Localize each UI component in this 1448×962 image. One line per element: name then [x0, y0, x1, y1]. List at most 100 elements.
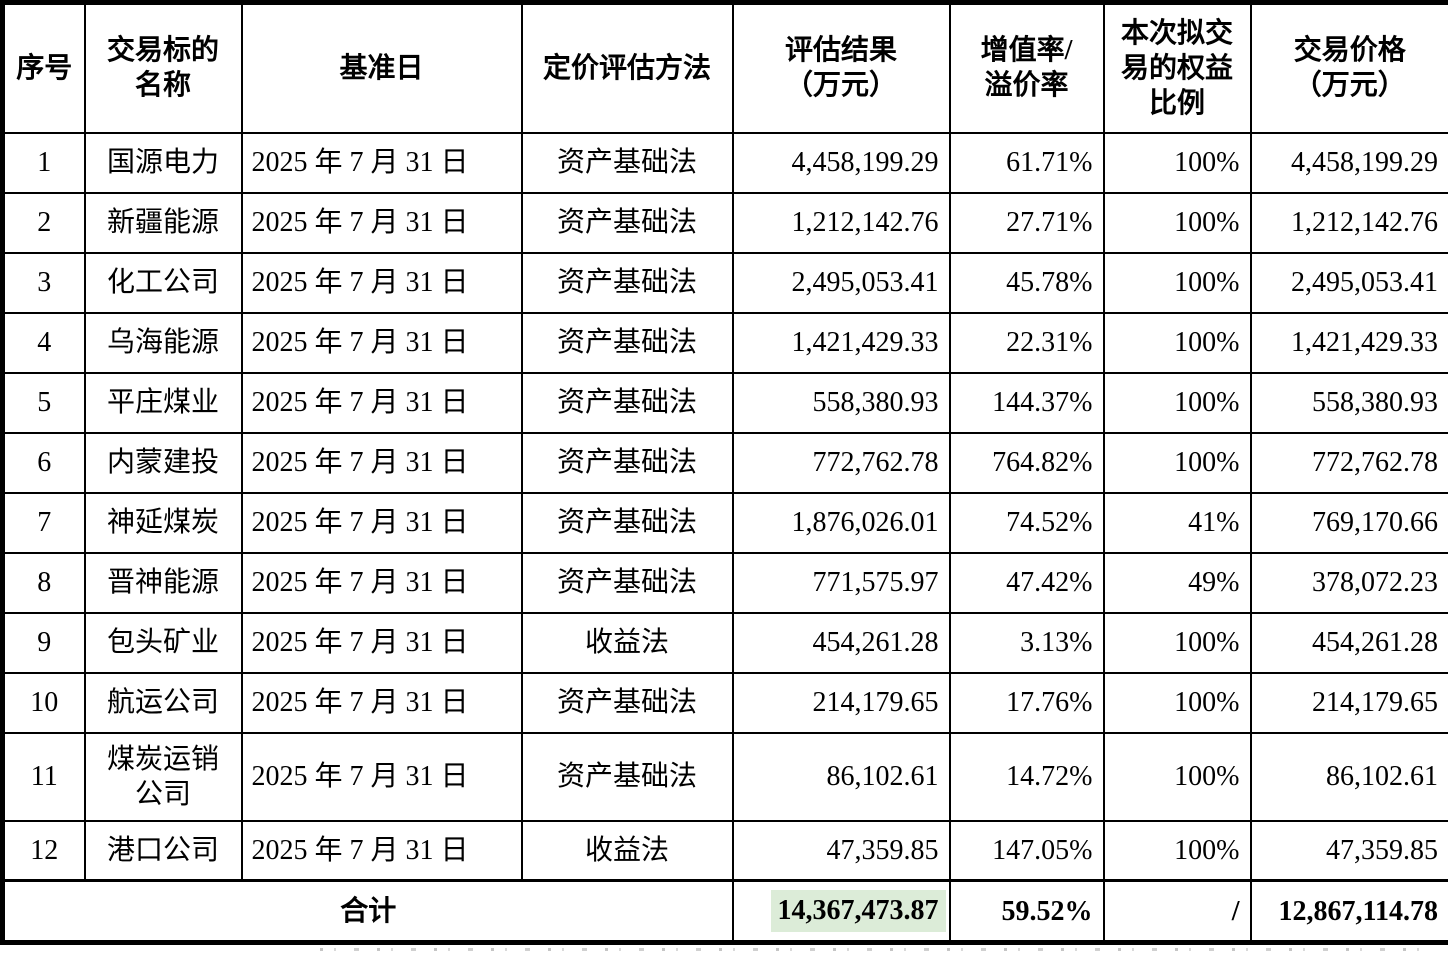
cell-equity: 100%: [1102, 731, 1252, 822]
cell-base-date: 2025 年 7 月 31 日: [240, 131, 523, 194]
cell-premium: 17.76%: [948, 671, 1105, 734]
cell-method: 资产基础法: [520, 371, 734, 434]
header-base-date: 基准日: [240, 1, 523, 134]
total-premium-cell: 59.52%: [948, 879, 1105, 944]
cell-premium: 74.52%: [948, 491, 1105, 554]
header-price: 交易价格 （万元）: [1249, 1, 1448, 134]
table-row: 3 化工公司 2025 年 7 月 31 日资产基础法 2,495,053.41 45.…: [1, 251, 1448, 314]
cell-premium: 3.13%: [948, 611, 1105, 674]
cell-base-date: 2025 年 7 月 31 日: [240, 731, 523, 822]
cell-method: 资产基础法: [520, 431, 734, 494]
table-row: 11 煤炭运销 公司 2025 年 7 月 31 日资产基础法 86,102.61 14…: [1, 731, 1448, 822]
cell-index: 4: [1, 311, 86, 374]
cell-equity: 100%: [1102, 819, 1252, 882]
cell-name: 煤炭运销 公司: [83, 731, 243, 822]
cell-price: 378,072.23: [1249, 551, 1448, 614]
cell-appraisal: 2,495,053.41: [731, 251, 951, 314]
cell-index: 2: [1, 191, 86, 254]
cell-price: 769,170.66: [1249, 491, 1448, 554]
table-row: 4 乌海能源 2025 年 7 月 31 日资产基础法 1,421,429.33 22.…: [1, 311, 1448, 374]
table-row: 1 国源电力 2025 年 7 月 31 日资产基础法 4,458,199.29 61.…: [1, 131, 1448, 194]
table-row: 5 平庄煤业 2025 年 7 月 31 日资产基础法 558,380.93 144.3…: [1, 371, 1448, 434]
cell-premium: 61.71%: [948, 131, 1105, 194]
cell-price: 1,421,429.33: [1249, 311, 1448, 374]
cell-base-date: 2025 年 7 月 31 日: [240, 491, 523, 554]
table-row: 8 晋神能源 2025 年 7 月 31 日资产基础法 771,575.97 47.42…: [1, 551, 1448, 614]
cell-price: 2,495,053.41: [1249, 251, 1448, 314]
cell-base-date: 2025 年 7 月 31 日: [240, 819, 523, 882]
cell-index: 8: [1, 551, 86, 614]
cell-price: 214,179.65: [1249, 671, 1448, 734]
cell-price: 558,380.93: [1249, 371, 1448, 434]
cell-base-date: 2025 年 7 月 31 日: [240, 191, 523, 254]
cell-equity: 41%: [1102, 491, 1252, 554]
cell-method: 资产基础法: [520, 251, 734, 314]
cell-index: 10: [1, 671, 86, 734]
cell-appraisal: 454,261.28: [731, 611, 951, 674]
cell-base-date: 2025 年 7 月 31 日: [240, 551, 523, 614]
cell-equity: 100%: [1102, 671, 1252, 734]
cell-name: 国源电力: [83, 131, 243, 194]
cell-base-date: 2025 年 7 月 31 日: [240, 611, 523, 674]
cell-name: 神延煤炭: [83, 491, 243, 554]
cell-name: 内蒙建投: [83, 431, 243, 494]
cell-method: 资产基础法: [520, 551, 734, 614]
cell-method: 收益法: [520, 819, 734, 882]
clipped-next-text-line: [320, 947, 1430, 959]
cell-price: 1,212,142.76: [1249, 191, 1448, 254]
cell-base-date: 2025 年 7 月 31 日: [240, 431, 523, 494]
cell-name: 乌海能源: [83, 311, 243, 374]
cell-name: 晋神能源: [83, 551, 243, 614]
cell-premium: 147.05%: [948, 819, 1105, 882]
header-row: 序号 交易标的 名称 基准日 定价评估方法 评估结果 （万元） 增值率/ 溢价率…: [1, 1, 1448, 134]
cell-index: 12: [1, 819, 86, 882]
table-body: 1 国源电力 2025 年 7 月 31 日资产基础法 4,458,199.29 61.…: [1, 131, 1448, 882]
cell-appraisal: 1,876,026.01: [731, 491, 951, 554]
cell-appraisal: 1,421,429.33: [731, 311, 951, 374]
cell-method: 资产基础法: [520, 491, 734, 554]
cell-premium: 22.31%: [948, 311, 1105, 374]
cell-equity: 100%: [1102, 431, 1252, 494]
cell-name: 港口公司: [83, 819, 243, 882]
header-index: 序号: [1, 1, 86, 134]
cell-price: 4,458,199.29: [1249, 131, 1448, 194]
cell-index: 11: [1, 731, 86, 822]
cell-appraisal: 1,212,142.76: [731, 191, 951, 254]
table-header: 序号 交易标的 名称 基准日 定价评估方法 评估结果 （万元） 增值率/ 溢价率…: [1, 1, 1448, 134]
cell-price: 47,359.85: [1249, 819, 1448, 882]
cell-name: 化工公司: [83, 251, 243, 314]
table-row: 10 航运公司 2025 年 7 月 31 日资产基础法 214,179.65 17.7…: [1, 671, 1448, 734]
cell-equity: 100%: [1102, 191, 1252, 254]
cell-base-date: 2025 年 7 月 31 日: [240, 251, 523, 314]
cell-price: 454,261.28: [1249, 611, 1448, 674]
cell-premium: 45.78%: [948, 251, 1105, 314]
cell-appraisal: 86,102.61: [731, 731, 951, 822]
cell-appraisal: 214,179.65: [731, 671, 951, 734]
header-appraisal: 评估结果 （万元）: [731, 1, 951, 134]
cell-equity: 100%: [1102, 251, 1252, 314]
cell-equity: 100%: [1102, 131, 1252, 194]
cell-premium: 47.42%: [948, 551, 1105, 614]
total-price-cell: 12,867,114.78: [1249, 879, 1448, 944]
cell-index: 1: [1, 131, 86, 194]
cell-method: 资产基础法: [520, 731, 734, 822]
cell-price: 86,102.61: [1249, 731, 1448, 822]
table-footer: 合计 14,367,473.87 59.52% / 12,867,114.78: [1, 879, 1448, 944]
cell-index: 3: [1, 251, 86, 314]
header-name: 交易标的 名称: [83, 1, 243, 134]
cell-method: 资产基础法: [520, 131, 734, 194]
cell-premium: 27.71%: [948, 191, 1105, 254]
cell-base-date: 2025 年 7 月 31 日: [240, 371, 523, 434]
table-row: 7 神延煤炭 2025 年 7 月 31 日资产基础法 1,876,026.01 74.…: [1, 491, 1448, 554]
header-premium: 增值率/ 溢价率: [948, 1, 1105, 134]
cell-method: 收益法: [520, 611, 734, 674]
cell-appraisal: 771,575.97: [731, 551, 951, 614]
cell-equity: 49%: [1102, 551, 1252, 614]
cell-equity: 100%: [1102, 611, 1252, 674]
cell-appraisal: 4,458,199.29: [731, 131, 951, 194]
total-equity-cell: /: [1102, 879, 1252, 944]
cell-name: 航运公司: [83, 671, 243, 734]
header-method: 定价评估方法: [520, 1, 734, 134]
cell-premium: 14.72%: [948, 731, 1105, 822]
total-label: 合计: [1, 879, 734, 944]
